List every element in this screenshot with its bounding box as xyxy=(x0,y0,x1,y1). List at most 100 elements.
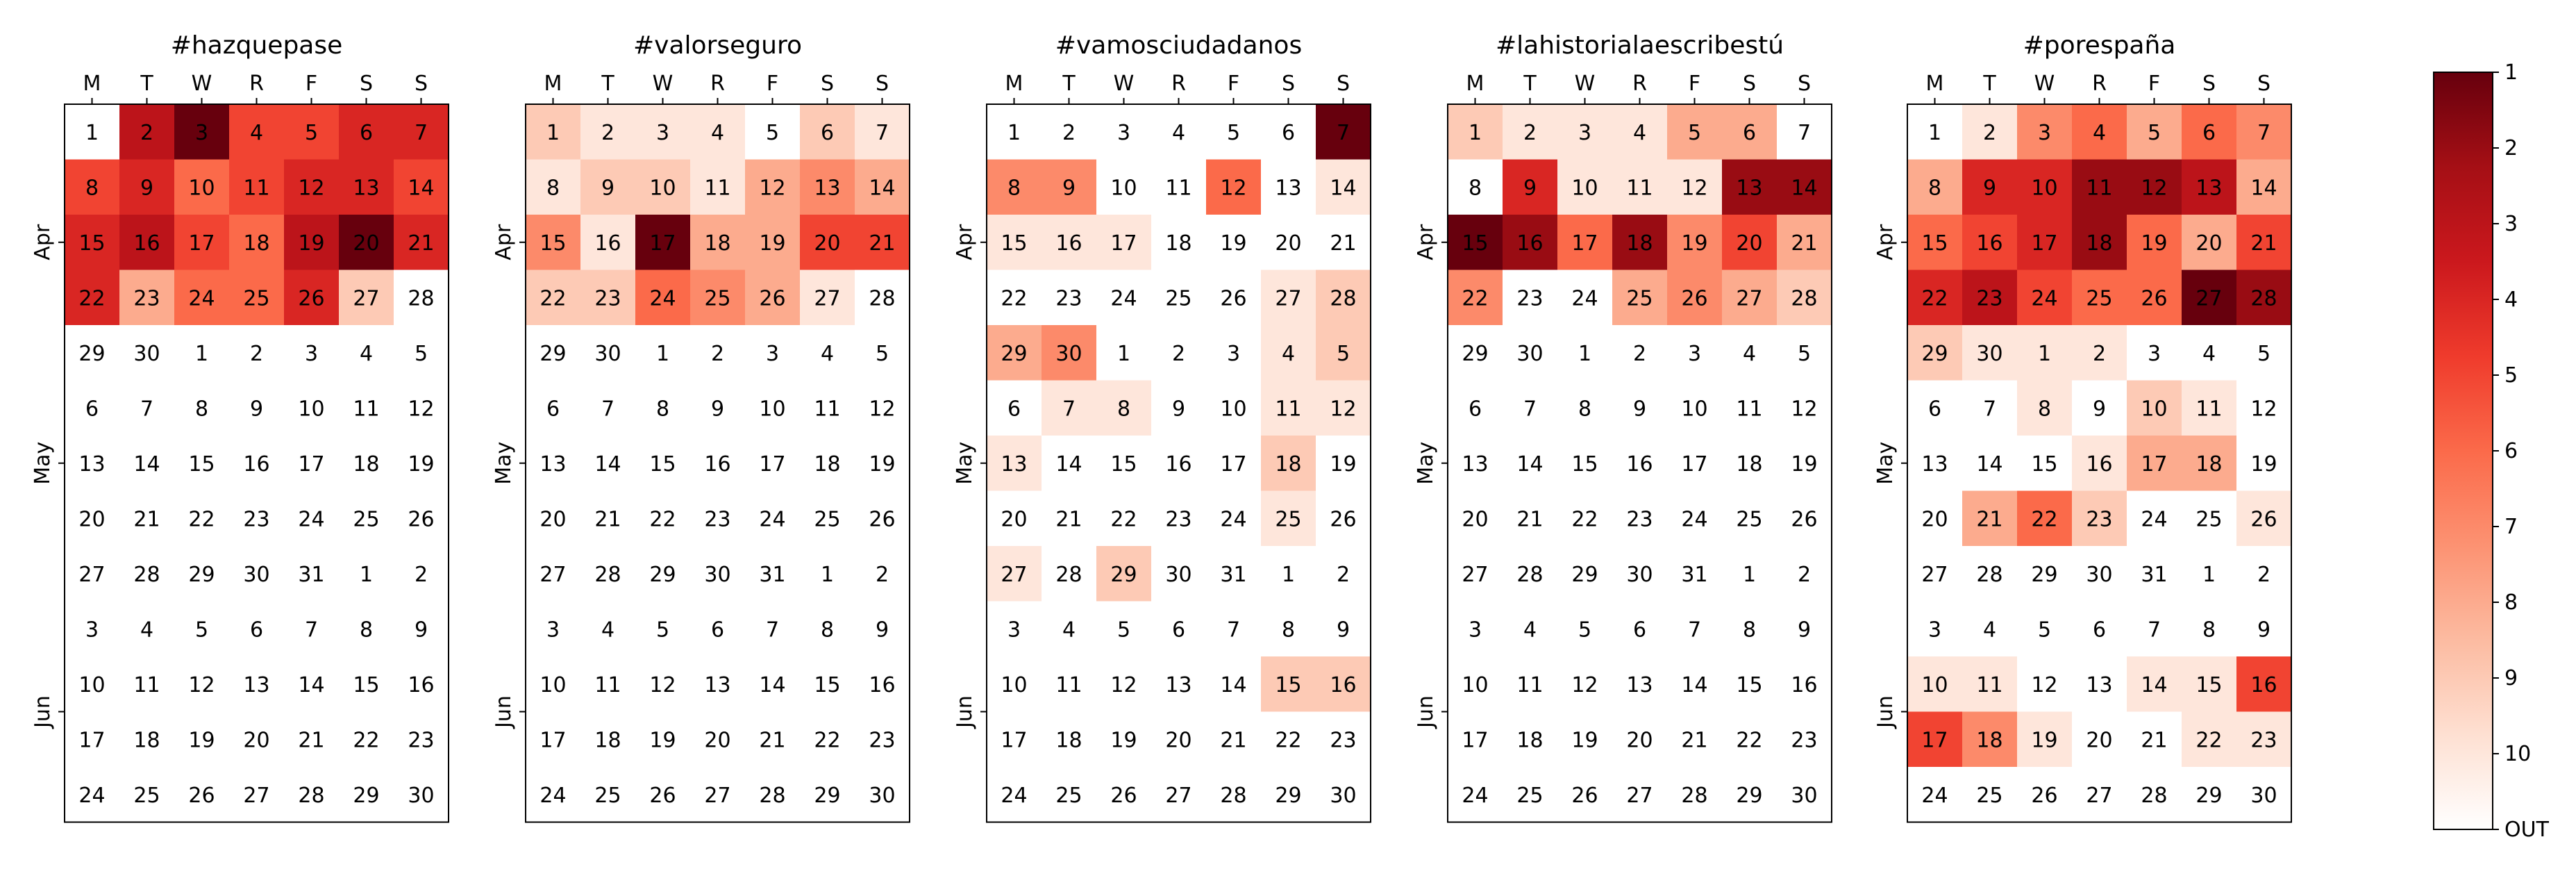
day-number: 1 xyxy=(2038,342,2051,366)
day-number: 5 xyxy=(415,342,428,366)
day-number: 29 xyxy=(1462,342,1488,366)
heatmap-cell xyxy=(284,215,340,271)
heatmap-cell xyxy=(1151,104,1207,160)
day-number: 16 xyxy=(2250,673,2277,697)
day-number: 27 xyxy=(2086,784,2112,808)
heatmap-cell xyxy=(690,380,746,436)
heatmap-cell xyxy=(1316,159,1371,215)
heatmap-cell xyxy=(284,546,340,602)
day-number: 5 xyxy=(1578,618,1591,642)
heatmap-cell xyxy=(855,767,910,823)
weekday-label: M xyxy=(544,72,562,96)
day-number: 15 xyxy=(1001,231,1027,256)
heatmap-cell xyxy=(690,325,746,381)
day-number: 27 xyxy=(704,784,730,808)
heatmap-cell xyxy=(1261,601,1316,657)
day-number: 18 xyxy=(1165,231,1191,256)
heatmap-cell xyxy=(1096,490,1152,547)
day-number: 19 xyxy=(1791,452,1817,477)
heatmap-cell xyxy=(229,767,285,823)
heatmap-cell xyxy=(800,325,855,381)
day-number: 12 xyxy=(869,397,895,421)
heatmap-cell xyxy=(987,159,1042,215)
day-number: 24 xyxy=(759,507,785,531)
day-number: 17 xyxy=(1571,231,1598,256)
heatmap-cell xyxy=(2127,601,2182,657)
heatmap-cell xyxy=(1151,380,1207,436)
day-number: 1 xyxy=(1743,563,1756,587)
day-number: 30 xyxy=(243,563,269,587)
day-number: 30 xyxy=(2250,784,2277,808)
heatmap-cell xyxy=(2127,767,2182,823)
heatmap-cell xyxy=(1907,380,1963,436)
day-number: 22 xyxy=(2196,728,2222,752)
heatmap-cell xyxy=(1316,436,1371,492)
heatmap-cell xyxy=(1096,767,1152,823)
day-number: 21 xyxy=(594,507,621,531)
heatmap-cell xyxy=(65,436,120,492)
day-number: 17 xyxy=(759,452,785,477)
day-number: 7 xyxy=(305,618,318,642)
day-number: 14 xyxy=(1976,452,2002,477)
day-number: 12 xyxy=(1110,673,1137,697)
heatmap-cell xyxy=(526,380,581,436)
day-number: 25 xyxy=(1736,507,1762,531)
heatmap-cell xyxy=(174,159,230,215)
day-number: 14 xyxy=(408,176,434,200)
heatmap-cell xyxy=(284,767,340,823)
day-number: 10 xyxy=(1001,673,1027,697)
heatmap-cell xyxy=(745,711,801,768)
heatmap-cell xyxy=(1907,711,1963,768)
day-number: 2 xyxy=(250,342,263,366)
heatmap-cell xyxy=(1777,436,1832,492)
heatmap-cell xyxy=(1907,270,1963,326)
heatmap-cell xyxy=(1667,159,1723,215)
day-number: 23 xyxy=(704,507,730,531)
day-number: 23 xyxy=(594,286,621,311)
day-number: 21 xyxy=(2250,231,2277,256)
heatmap-cell xyxy=(2182,159,2237,215)
heatmap-cell xyxy=(526,767,581,823)
heatmap-cell xyxy=(1261,325,1316,381)
day-number: 11 xyxy=(2086,176,2112,200)
day-number: 29 xyxy=(1921,342,1948,366)
day-number: 17 xyxy=(298,452,324,477)
day-number: 5 xyxy=(305,121,318,145)
heatmap-cell xyxy=(987,490,1042,547)
heatmap-cell xyxy=(1448,546,1503,602)
day-number: 19 xyxy=(1220,231,1246,256)
day-number: 20 xyxy=(353,231,379,256)
heatmap-cell xyxy=(635,546,691,602)
heatmap-cell xyxy=(1261,767,1316,823)
heatmap-cell xyxy=(1777,215,1832,271)
day-number: 13 xyxy=(1736,176,1762,200)
colorbar-bar xyxy=(2433,72,2493,830)
heatmap-cell xyxy=(1096,325,1152,381)
heatmap-cell xyxy=(1612,215,1668,271)
heatmap-cell xyxy=(745,215,801,271)
heatmap-cell xyxy=(690,767,746,823)
heatmap-cell xyxy=(229,159,285,215)
day-number: 23 xyxy=(1165,507,1191,531)
heatmap-cell xyxy=(2072,490,2127,547)
day-number: 13 xyxy=(1462,452,1488,477)
day-number: 19 xyxy=(1110,728,1137,752)
day-number: 16 xyxy=(1330,673,1356,697)
heatmap-cell xyxy=(987,104,1042,160)
day-number: 1 xyxy=(1282,563,1295,587)
heatmap-cell xyxy=(65,656,120,713)
heatmap-cell xyxy=(1777,159,1832,215)
day-number: 23 xyxy=(1516,286,1543,311)
day-number: 18 xyxy=(2196,452,2222,477)
day-number: 23 xyxy=(2086,507,2112,531)
day-number: 16 xyxy=(704,452,730,477)
day-number: 14 xyxy=(1220,673,1246,697)
heatmap-cell xyxy=(2017,656,2073,713)
heatmap-cell xyxy=(1316,270,1371,326)
day-number: 19 xyxy=(408,452,434,477)
day-number: 21 xyxy=(408,231,434,256)
day-number: 11 xyxy=(594,673,621,697)
heatmap-cell xyxy=(2236,436,2292,492)
heatmap-cell xyxy=(2072,380,2127,436)
day-number: 21 xyxy=(1791,231,1817,256)
